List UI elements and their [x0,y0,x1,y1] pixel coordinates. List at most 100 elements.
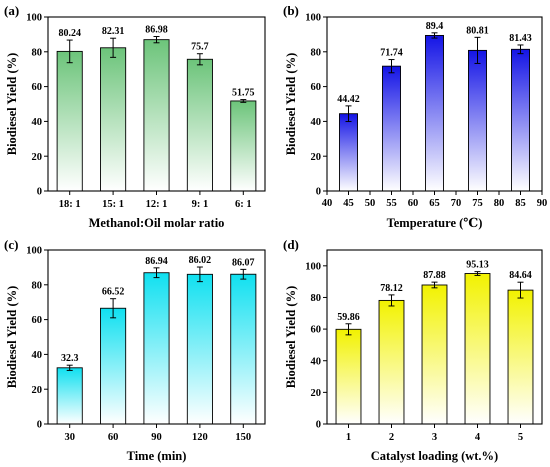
x-tick-label: 75 [472,198,483,209]
x-tick-label: 12: 1 [146,199,168,210]
data-label: 59.86 [337,312,360,323]
data-label: 95.13 [466,260,489,271]
y-tick-label: 60 [32,82,43,93]
data-label: 86.02 [189,255,212,266]
y-tick-label: 0 [37,187,42,198]
y-tick-label: 0 [316,187,321,198]
x-tick-label: 85 [515,198,526,209]
y-tick-label: 20 [311,152,322,163]
y-tick-label: 60 [32,315,43,326]
data-label: 86.98 [145,25,168,36]
bar [56,50,83,192]
y-tick-label: 60 [311,82,322,93]
x-axis-title: Catalyst loading (wt.%) [371,449,498,463]
x-axis-title: Methanol:Oil molar ratio [89,216,225,230]
data-label: 32.3 [61,353,79,364]
y-tick-label: 80 [311,293,322,304]
bar [468,49,487,192]
panel-label: (b) [283,3,299,18]
bar [425,34,444,192]
y-tick-label: 40 [32,117,43,128]
y-axis-title: Biodiesel Yield (%) [5,286,19,389]
x-tick-label: 150 [235,432,251,443]
y-tick-label: 100 [305,261,321,272]
x-tick-label: 55 [386,198,397,209]
bar [421,284,448,425]
x-tick-label: 6: 1 [235,199,252,210]
bar [339,113,358,192]
data-label: 75.7 [191,42,209,53]
x-tick-label: 60 [408,198,419,209]
data-label: 66.52 [102,287,125,298]
bar [464,273,491,425]
x-tick-label: 90 [151,432,162,443]
panel-label: (c) [4,237,18,252]
data-label: 86.94 [145,256,168,267]
bar [186,273,213,425]
x-tick-label: 30 [64,432,75,443]
y-tick-label: 100 [26,13,42,24]
bar [56,367,83,425]
x-tick-label: 70 [451,198,462,209]
bar [100,47,127,192]
bar [507,289,534,425]
data-label: 80.81 [466,25,489,36]
bar [143,272,170,425]
data-label: 81.43 [509,33,532,44]
y-tick-label: 80 [311,47,322,58]
bar [143,39,170,192]
y-tick-label: 100 [305,13,321,24]
x-tick-label: 18: 1 [59,199,81,210]
chart-panel-1: 80.24 82.31 86.98 75.7 51.75 0 20 40 60 80 100 18: … [4,3,266,230]
data-label: 80.24 [58,28,81,39]
data-label: 87.88 [423,270,446,281]
bar [511,48,530,192]
data-label: 89.4 [426,21,444,32]
y-tick-label: 40 [311,356,322,367]
x-tick-label: 3 [432,432,437,443]
x-tick-label: 4 [475,432,481,443]
bar [382,65,401,192]
y-tick-label: 40 [311,117,322,128]
x-tick-label: 1 [346,432,351,443]
x-tick-label: 80 [494,198,505,209]
chart-panel-3: 32.3 66.52 86.94 86.02 86.07 0 20 40 60 80 100 30 60… [4,237,266,463]
bar [186,58,213,192]
y-tick-label: 80 [32,280,43,291]
y-tick-label: 40 [32,350,43,361]
x-axis-title: Temperature (℃) [387,216,483,230]
y-tick-label: 0 [37,420,42,431]
x-axis-title: Time (min) [127,449,187,463]
bar [335,328,362,425]
x-tick-label: 5 [518,432,523,443]
data-label: 84.64 [509,270,532,281]
x-tick-label: 15: 1 [102,199,124,210]
x-tick-label: 60 [108,432,119,443]
x-tick-label: 90 [537,198,548,209]
y-tick-label: 100 [26,246,42,257]
y-tick-label: 60 [311,325,322,336]
data-label: 86.07 [232,257,255,268]
x-tick-label: 50 [365,198,376,209]
data-label: 82.31 [102,26,125,37]
bar [230,100,257,192]
data-label: 71.74 [380,48,403,59]
data-label: 78.12 [380,283,403,294]
y-tick-label: 20 [311,388,322,399]
x-tick-label: 2 [389,432,394,443]
panel-label: (a) [4,3,19,18]
y-axis-title: Biodiesel Yield (%) [284,286,298,389]
panel-label: (d) [283,237,299,252]
x-tick-label: 65 [429,198,440,209]
x-tick-label: 45 [343,198,354,209]
data-label: 44.42 [337,94,360,105]
chart-panel-4: 59.86 78.12 87.88 95.13 84.64 0 20 40 60 80 100 1 2 3… [283,237,543,463]
bar [378,299,405,425]
y-tick-label: 0 [316,420,321,431]
bar [230,273,257,425]
chart-panel-2: 44.42 71.74 89.4 80.81 81.43 0 20 40 60 80 100 40 45… [283,3,547,230]
bar [100,307,127,425]
y-tick-label: 20 [32,152,43,163]
x-tick-label: 40 [322,198,333,209]
